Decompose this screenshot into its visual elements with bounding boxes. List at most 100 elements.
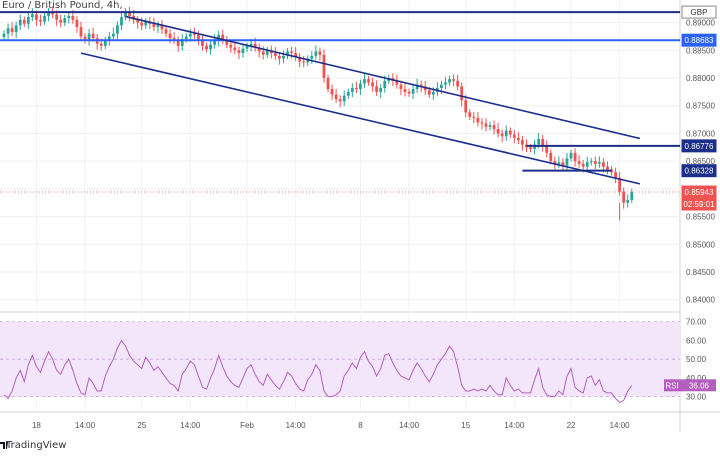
candle-body xyxy=(342,95,346,102)
candle-body xyxy=(140,22,144,26)
candle-body xyxy=(286,51,289,56)
candle-body xyxy=(602,162,605,167)
candle-body xyxy=(618,177,622,192)
candle-body xyxy=(464,100,468,113)
currency-label-bg xyxy=(681,5,717,19)
candle-body xyxy=(116,25,119,34)
rsi-value-label: 36.06 xyxy=(689,381,710,390)
candle-body xyxy=(508,130,512,135)
candle-body xyxy=(176,40,180,46)
candle-body xyxy=(419,84,423,87)
time-tick-label: 8 xyxy=(358,421,363,430)
candle-body xyxy=(585,162,589,167)
current-price-label: 0.85943 xyxy=(685,188,714,197)
countdown-label-bg xyxy=(681,197,717,211)
candle-body xyxy=(557,162,561,164)
chart-title: Euro / British Pound, 4h, xyxy=(2,0,123,11)
candle-body xyxy=(188,33,192,37)
candle-body xyxy=(83,36,87,41)
candle-body xyxy=(440,84,443,89)
candle-body xyxy=(403,89,407,92)
candle-body xyxy=(205,45,208,50)
candle-body xyxy=(99,43,103,46)
candle-body xyxy=(2,33,6,38)
candle-body xyxy=(10,28,14,33)
time-tick-label: 14:00 xyxy=(399,421,420,430)
candle-body xyxy=(128,11,131,16)
candle-body xyxy=(245,45,249,49)
candle-body xyxy=(310,55,314,59)
candle-body xyxy=(180,39,184,46)
candle-body xyxy=(529,147,532,149)
candle-body xyxy=(111,33,115,37)
candle-body xyxy=(229,44,233,48)
price-tick-label: 0.88000 xyxy=(686,74,715,83)
time-tick-label: Feb xyxy=(240,421,254,430)
price-tick-label: 0.84000 xyxy=(686,296,715,305)
candle-body xyxy=(257,47,261,52)
candle-body xyxy=(476,117,480,123)
candle-body xyxy=(87,33,91,41)
candle-body xyxy=(47,12,50,16)
time-tick-label: 14:00 xyxy=(286,421,307,430)
level-price-label-bg xyxy=(681,164,717,178)
candle-body xyxy=(488,125,492,127)
price-tick-label: 0.89000 xyxy=(686,19,715,28)
candle-body xyxy=(201,39,204,46)
candle-body xyxy=(314,51,318,56)
candle-body xyxy=(75,19,79,28)
time-tick-label: 25 xyxy=(137,421,146,430)
candle-body xyxy=(460,86,464,101)
tradingview-logo-icon xyxy=(0,442,8,449)
candle-body xyxy=(67,15,71,19)
price-tick-label: 0.85500 xyxy=(686,213,715,222)
candle-body xyxy=(395,80,399,85)
candle-body xyxy=(521,140,524,145)
price-tick-label: 0.87500 xyxy=(686,102,715,111)
candle-body xyxy=(411,89,415,94)
candle-body xyxy=(363,79,366,84)
candle-body xyxy=(383,80,387,89)
candle-body xyxy=(456,80,460,87)
candle-body xyxy=(306,58,310,63)
candle-body xyxy=(35,14,38,20)
candle-body xyxy=(144,21,148,26)
rsi-tick-label: 30.00 xyxy=(686,393,707,402)
candle-body xyxy=(375,86,379,92)
candle-body xyxy=(164,29,168,34)
time-tick-label: 14:00 xyxy=(504,421,525,430)
candle-body xyxy=(79,27,83,37)
candle-body xyxy=(350,88,354,92)
candle-body xyxy=(217,34,221,41)
currency-label: GBP xyxy=(691,8,708,17)
candle-body xyxy=(472,116,476,118)
candle-body xyxy=(326,78,330,90)
candle-body xyxy=(51,12,55,15)
candle-body xyxy=(492,125,496,130)
candle-body xyxy=(225,39,229,45)
candle-body xyxy=(561,162,565,166)
candle-body xyxy=(399,84,403,90)
candle-body xyxy=(209,44,212,50)
candle-body xyxy=(298,56,302,62)
candle-body xyxy=(431,91,435,95)
candle-body xyxy=(452,79,455,81)
level-price-label-bg xyxy=(681,139,717,153)
tradingview-brand: TradingView xyxy=(6,440,67,451)
candle-body xyxy=(253,43,257,48)
time-tick-label: 14:00 xyxy=(75,421,96,430)
candle-body xyxy=(468,112,472,117)
candle-body xyxy=(581,163,585,167)
candle-body xyxy=(626,199,630,203)
time-tick-label: 14:00 xyxy=(180,421,201,430)
rsi-value-tag-bg xyxy=(664,379,716,392)
candle-body xyxy=(249,43,253,46)
candle-body xyxy=(43,15,46,22)
candle-body xyxy=(213,40,217,45)
candle-body xyxy=(18,19,22,26)
candle-body xyxy=(22,19,26,24)
candle-body xyxy=(549,152,553,162)
rsi-name-label: RSI xyxy=(665,381,678,390)
candle-body xyxy=(334,94,338,100)
